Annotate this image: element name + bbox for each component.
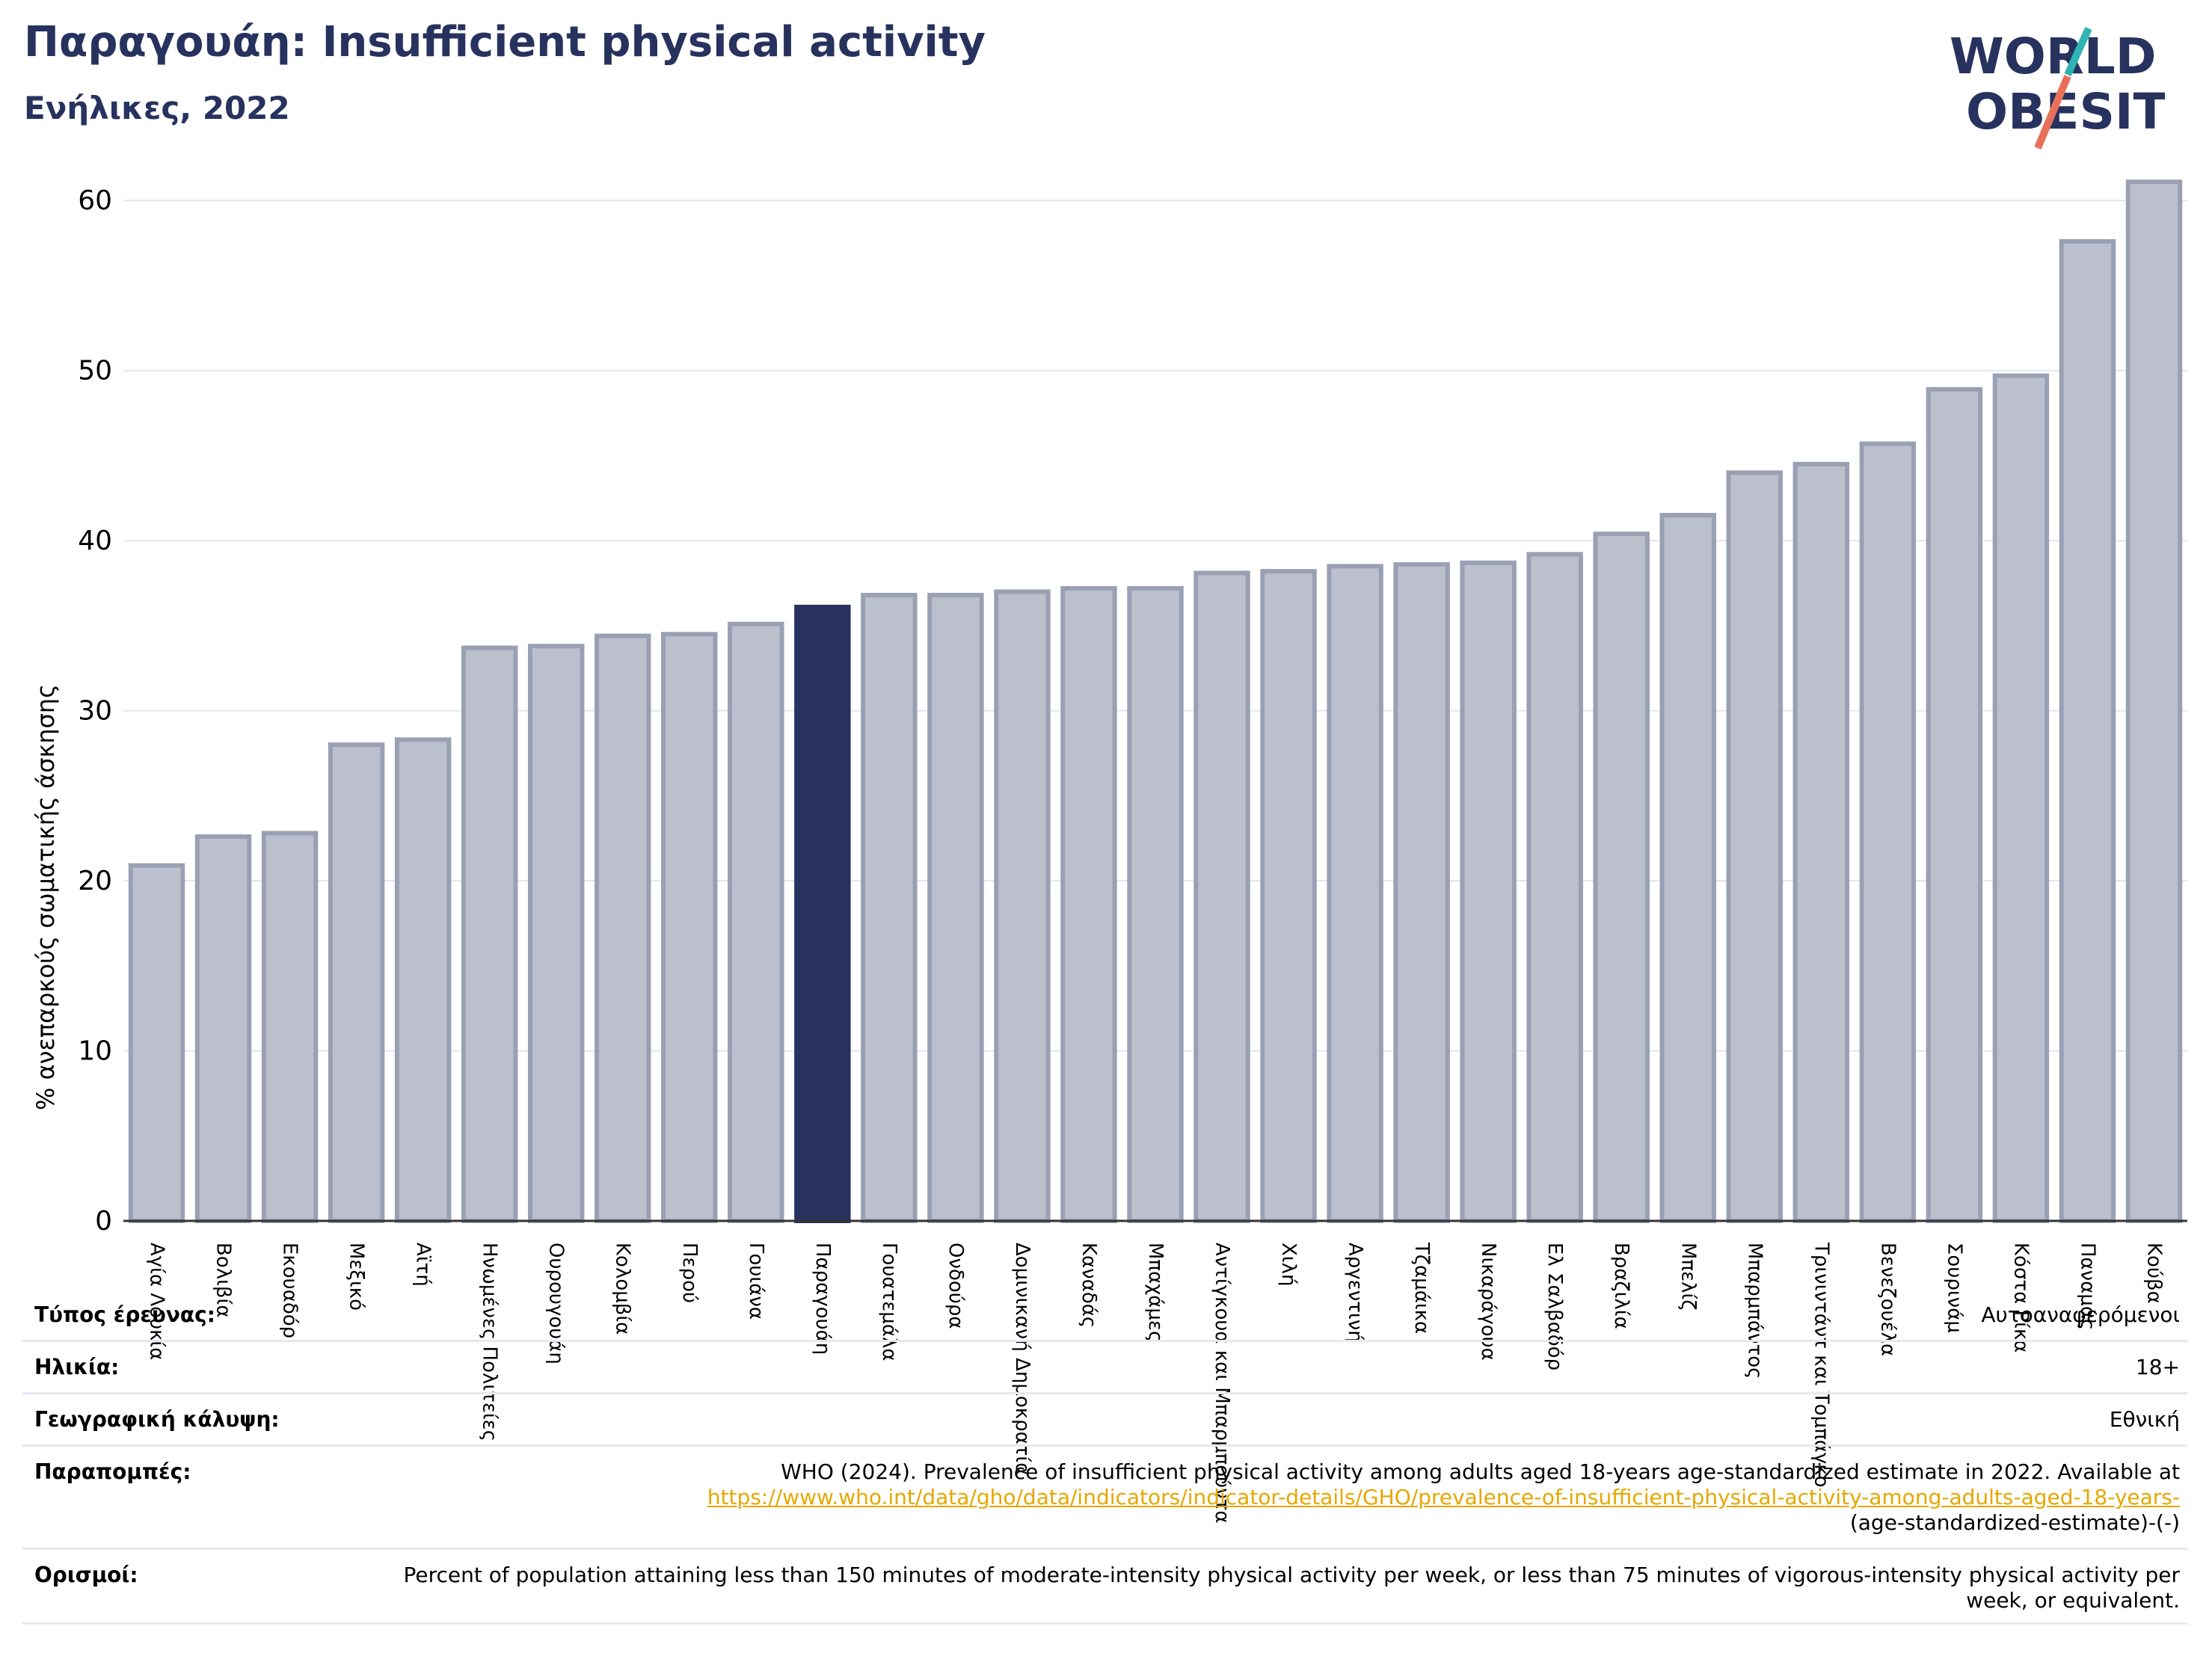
- x-tick-label: Μπαρμπάντος: [1743, 1243, 1766, 1379]
- meta-row: Ηλικία: 18+: [22, 1340, 2187, 1394]
- y-tick-label: 0: [95, 1206, 112, 1237]
- meta-value-text: Percent of population attaining less tha…: [403, 1563, 2180, 1613]
- bar: [2059, 238, 2116, 1223]
- meta-row: Ορισμοί: Percent of population attaining …: [22, 1548, 2187, 1625]
- bar: [728, 621, 784, 1223]
- meta-value-text: WHO (2024). Prevalence of insufficient p…: [781, 1459, 2180, 1484]
- bar: [1127, 585, 1184, 1223]
- x-tick-label: Βενεζουέλα: [1876, 1243, 1899, 1356]
- bar-highlighted: [794, 604, 851, 1223]
- x-tick-label: Παναμάς: [2076, 1243, 2098, 1330]
- y-tick-label: 50: [78, 356, 112, 387]
- chart-title: Παραγουάη: Insufficient physical activit…: [24, 18, 986, 67]
- meta-label: Γεωγραφική κάλυψη:: [34, 1407, 280, 1432]
- x-tick-label: Αντίγκουα και Μπαρμπούντα: [1211, 1243, 1233, 1524]
- bar: [328, 742, 385, 1223]
- x-tick-label: Χιλή: [1277, 1243, 1300, 1286]
- x-tick-label: Κούβα: [2142, 1243, 2165, 1304]
- meta-value: Εθνική: [2110, 1407, 2180, 1432]
- meta-value: WHO (2024). Prevalence of insufficient p…: [707, 1459, 2180, 1536]
- bar: [1659, 513, 1716, 1223]
- bar: [261, 831, 319, 1223]
- chart-subtitle: Ενήλικες, 2022: [24, 90, 290, 126]
- x-tick-label: Τζαμάικα: [1410, 1242, 1433, 1334]
- bar: [1260, 569, 1317, 1223]
- bar: [1526, 552, 1583, 1223]
- bar: [994, 589, 1051, 1223]
- bar: [1792, 461, 1850, 1223]
- y-tick-label: 20: [78, 866, 112, 896]
- x-tick-label: Περού: [678, 1243, 701, 1303]
- y-tick-label: 30: [78, 696, 112, 727]
- bar: [1726, 470, 1784, 1223]
- x-tick-label: Βολιβία: [212, 1243, 235, 1317]
- y-axis-label: % ανεπαρκούς σωματικής άσκησης: [31, 684, 60, 1110]
- bar: [861, 592, 918, 1223]
- logo-slash-teal: [2064, 26, 2092, 77]
- meta-row: Γεωγραφική κάλυψη: Εθνική: [22, 1392, 2187, 1447]
- bar: [661, 632, 718, 1223]
- meta-label: Ηλικία:: [34, 1355, 120, 1379]
- bar: [461, 645, 518, 1223]
- x-tick-label: Καναδάς: [1078, 1243, 1100, 1328]
- logo-slash-coral: [2034, 75, 2071, 150]
- meta-row: Τύπος έρευνας: Αυτοαναφερόμενοι: [22, 1287, 2187, 1342]
- world-obesity-logo: WORLD OBESITY: [1950, 26, 2165, 150]
- x-tick-label: Αϊτή: [412, 1243, 434, 1287]
- meta-value: 18+: [2136, 1355, 2180, 1380]
- x-tick-label: Μπελίζ: [1677, 1243, 1699, 1310]
- bar: [1460, 560, 1517, 1223]
- bar: [1593, 532, 1650, 1223]
- bar: [1992, 373, 2050, 1223]
- logo-word-1: WORLD: [1950, 28, 2157, 85]
- meta-row: Παραπομπές: WHO (2024). Prevalence of ins…: [22, 1444, 2187, 1550]
- bar: [1060, 585, 1117, 1223]
- meta-value: Αυτοαναφερόμενοι: [1981, 1302, 2180, 1328]
- x-tick-label: Κόστα Ρίκα: [2009, 1243, 2032, 1352]
- x-tick-label: Ελ Σαλβαδόρ: [1543, 1243, 1566, 1370]
- x-tick-label: Κολομβία: [612, 1243, 634, 1335]
- reference-link[interactable]: https://www.who.int/data/gho/data/indica…: [707, 1485, 2180, 1509]
- y-tick-label: 10: [78, 1036, 112, 1067]
- x-tick-label: Εκουαδόρ: [279, 1243, 301, 1338]
- meta-label: Ορισμοί:: [34, 1563, 138, 1587]
- meta-label: Τύπος έρευνας:: [34, 1302, 215, 1327]
- bars: [128, 179, 2183, 1224]
- bar: [194, 834, 252, 1223]
- x-tick-label: Ηνωμένες Πολιτείες: [479, 1243, 501, 1441]
- y-tick-label: 60: [78, 185, 112, 216]
- logo-word-2: OBESITY: [1966, 83, 2165, 141]
- bar: [1393, 562, 1450, 1223]
- x-tick-label: Σουρινάμ: [1943, 1243, 1965, 1333]
- bar: [394, 737, 452, 1223]
- x-tick-label: Ονδούρα: [944, 1243, 967, 1329]
- meta-value-text: Αυτοαναφερόμενοι: [1981, 1302, 2180, 1327]
- bar: [1193, 570, 1250, 1223]
- bar: [2125, 179, 2183, 1224]
- x-tick-label: Αργεντινή: [1344, 1243, 1366, 1343]
- meta-value: Percent of population attaining less tha…: [385, 1563, 2180, 1613]
- x-tick-label: Μπαχάμες: [1144, 1243, 1167, 1342]
- x-tick-label: Δομινικανή Δημοκρατία: [1011, 1243, 1033, 1475]
- meta-value-text: 18+: [2135, 1355, 2180, 1379]
- x-tick-label: Παραγουάη: [811, 1243, 834, 1355]
- bar: [595, 633, 651, 1223]
- x-tick-label: Γουιάνα: [745, 1243, 767, 1320]
- bar: [1859, 441, 1917, 1223]
- bar: [128, 863, 185, 1223]
- x-tick-label: Βραζιλία: [1610, 1243, 1632, 1329]
- bar: [527, 644, 585, 1223]
- meta-value-text: Εθνική: [2109, 1407, 2180, 1432]
- y-axis-ticks: 0 10 20 30 40 50 60: [78, 185, 112, 1237]
- bar: [927, 592, 984, 1223]
- y-tick-label: 40: [78, 526, 112, 556]
- x-tick-label: Ουρουγουάη: [545, 1243, 568, 1364]
- bar: [1327, 564, 1383, 1223]
- meta-label: Παραπομπές:: [34, 1459, 191, 1484]
- meta-value-tail: (age-standardized-estimate)-(-): [1849, 1510, 2180, 1535]
- bar: [1926, 387, 1983, 1224]
- x-tick-label: Μεξικό: [345, 1243, 368, 1311]
